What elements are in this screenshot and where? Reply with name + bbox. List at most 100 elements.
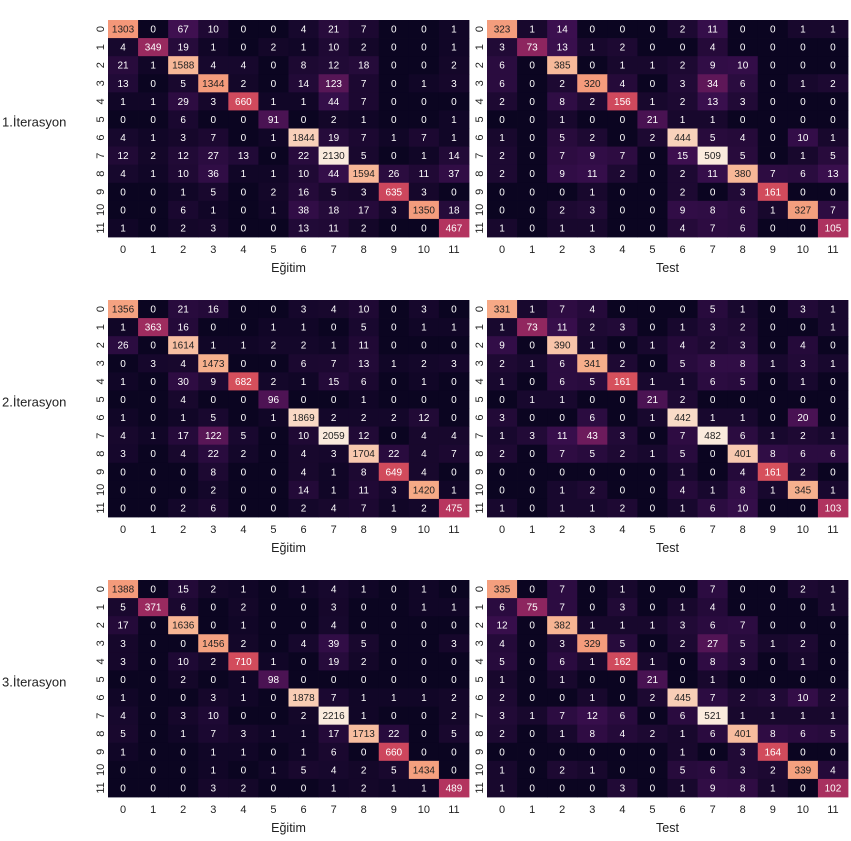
cell-value: 2 bbox=[301, 341, 307, 352]
cell-value: 1 bbox=[830, 359, 836, 370]
cell-value: 0 bbox=[650, 305, 656, 316]
heatmap-cell bbox=[318, 634, 350, 653]
heatmap-cell bbox=[168, 200, 199, 220]
cell-value: 4 bbox=[451, 431, 457, 442]
heatmap-cell bbox=[727, 110, 759, 129]
heatmap-cell bbox=[348, 218, 380, 238]
cell-value: 2130 bbox=[323, 151, 346, 162]
heatmap-cell bbox=[408, 56, 440, 75]
cell-value: 5 bbox=[680, 449, 686, 460]
heatmap-cell bbox=[168, 110, 199, 129]
heatmap-cell bbox=[517, 580, 548, 599]
heatmap-cell bbox=[198, 462, 229, 482]
heatmap-cell bbox=[408, 688, 440, 707]
heatmap-cell bbox=[787, 200, 819, 220]
cell-value: 1 bbox=[740, 711, 746, 722]
heatmap-cell bbox=[637, 688, 668, 707]
heatmap-cell bbox=[408, 218, 440, 238]
heatmap-cell bbox=[348, 688, 380, 707]
heatmap-cell bbox=[757, 74, 789, 93]
heatmap-cell bbox=[378, 724, 410, 744]
cell-value: 0 bbox=[361, 603, 367, 614]
cell-value: 2 bbox=[499, 97, 505, 108]
cell-value: 13 bbox=[238, 151, 250, 162]
cell-value: 2 bbox=[301, 503, 307, 514]
cell-value: 2 bbox=[211, 657, 217, 668]
cell-value: 0 bbox=[650, 187, 656, 198]
heatmap-cell bbox=[697, 318, 729, 337]
cell-value: 0 bbox=[241, 711, 247, 722]
heatmap-cell bbox=[637, 706, 668, 726]
y-tick-label: 6 bbox=[95, 694, 107, 700]
heatmap-cell bbox=[348, 742, 380, 762]
cell-value: 0 bbox=[590, 25, 596, 36]
heatmap-cell bbox=[378, 56, 410, 75]
heatmap-cell bbox=[438, 182, 470, 202]
heatmap-cell bbox=[667, 56, 698, 75]
heatmap-cell bbox=[577, 634, 608, 653]
heatmap-cell bbox=[697, 742, 729, 762]
cell-value: 0 bbox=[499, 485, 505, 496]
heatmap-cell bbox=[577, 128, 608, 147]
cell-value: 2 bbox=[451, 711, 457, 722]
heatmap-cell bbox=[667, 498, 698, 518]
heatmap-cell bbox=[318, 110, 350, 129]
cell-value: 2059 bbox=[323, 431, 346, 442]
cell-value: 6 bbox=[301, 359, 307, 370]
cell-value: 1456 bbox=[202, 639, 225, 650]
heatmap-cell bbox=[757, 164, 789, 184]
cell-value: 0 bbox=[150, 223, 156, 234]
cell-value: 2 bbox=[150, 151, 156, 162]
cell-value: 1 bbox=[271, 729, 277, 740]
cell-value: 0 bbox=[590, 675, 596, 686]
heatmap-cell bbox=[138, 38, 169, 57]
cell-value: 1 bbox=[499, 783, 505, 794]
heatmap-cell bbox=[378, 426, 410, 446]
heatmap-cell bbox=[547, 110, 578, 129]
x-tick-label: 5 bbox=[270, 804, 276, 816]
heatmap-cell bbox=[138, 498, 169, 518]
heatmap-cell bbox=[517, 390, 548, 409]
cell-value: 3 bbox=[499, 413, 505, 424]
cell-value: 1 bbox=[650, 377, 656, 388]
cell-value: 0 bbox=[680, 657, 686, 668]
cell-value: 2 bbox=[559, 205, 565, 216]
cell-value: 0 bbox=[650, 467, 656, 478]
cell-value: 6 bbox=[331, 747, 337, 758]
heatmap-cell bbox=[607, 92, 638, 111]
cell-value: 6 bbox=[710, 729, 716, 740]
heatmap-cell bbox=[258, 182, 289, 202]
heatmap-cell bbox=[667, 480, 698, 500]
cell-value: 2 bbox=[361, 413, 367, 424]
heatmap-cell bbox=[138, 408, 169, 427]
heatmap-cell bbox=[438, 742, 470, 762]
cell-value: 0 bbox=[740, 603, 746, 614]
heatmap-cell bbox=[637, 128, 668, 147]
heatmap-cell bbox=[288, 778, 319, 798]
x-tick-label: 2 bbox=[559, 524, 565, 536]
heatmap-cell bbox=[168, 20, 199, 39]
cell-value: 0 bbox=[529, 115, 535, 126]
cell-value: 1 bbox=[770, 359, 776, 370]
heatmap-cell bbox=[288, 760, 319, 780]
y-tick-label: 8 bbox=[474, 451, 486, 457]
heatmap-cell bbox=[378, 598, 410, 617]
cell-value: 0 bbox=[391, 151, 397, 162]
heatmap-cell bbox=[607, 390, 638, 409]
cell-value: 0 bbox=[120, 675, 126, 686]
y-tick-label: 8 bbox=[474, 731, 486, 737]
cell-value: 18 bbox=[448, 205, 460, 216]
cell-value: 0 bbox=[451, 305, 457, 316]
y-tick-label: 5 bbox=[474, 676, 486, 682]
heatmap-cell bbox=[757, 724, 789, 744]
heatmap-cell bbox=[787, 616, 819, 635]
cell-value: 0 bbox=[529, 97, 535, 108]
x-axis-title: Eğitim bbox=[271, 541, 306, 555]
heatmap-cell bbox=[607, 616, 638, 635]
cell-value: 43 bbox=[587, 431, 599, 442]
heatmap-cell bbox=[108, 20, 139, 39]
heatmap-cell bbox=[817, 146, 849, 166]
heatmap-cell bbox=[198, 652, 229, 671]
heatmap-cell bbox=[667, 742, 698, 762]
cell-value: 0 bbox=[499, 187, 505, 198]
